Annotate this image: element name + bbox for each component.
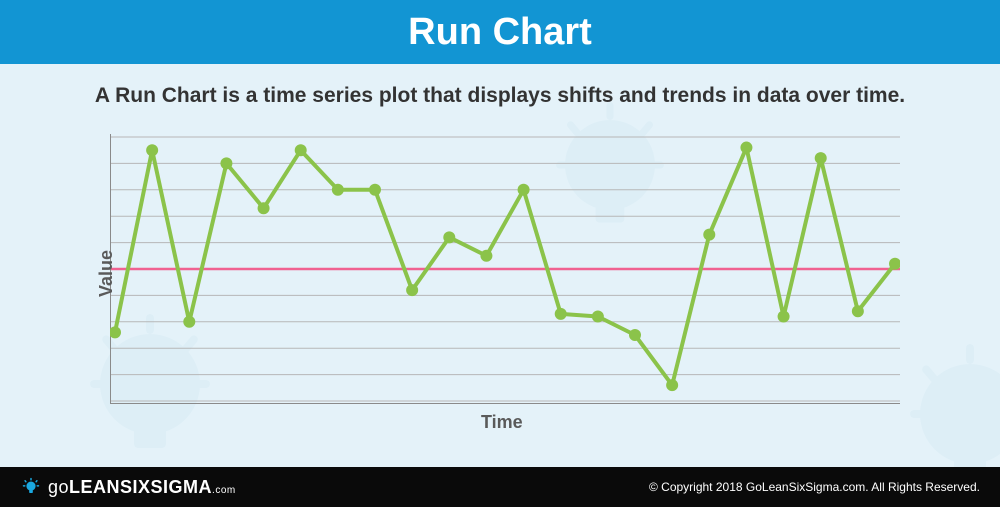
lightbulb-icon [20, 476, 42, 498]
title-bar: Run Chart [0, 0, 1000, 64]
brand-dotcom: .com [212, 485, 236, 496]
brand-lean: LEANSIXSIGMA [69, 477, 212, 497]
subtitle: A Run Chart is a time series plot that d… [0, 84, 1000, 108]
body-area: A Run Chart is a time series plot that d… [0, 64, 1000, 467]
x-axis-label: Time [481, 412, 523, 433]
run-chart [110, 134, 900, 404]
page-title: Run Chart [408, 11, 592, 54]
brand-text: goLEANSIXSIGMA.com [48, 477, 236, 498]
footer-copyright: © Copyright 2018 GoLeanSixSigma.com. All… [649, 480, 980, 494]
chart-area: Value Time [110, 134, 900, 409]
footer-logo: goLEANSIXSIGMA.com [20, 476, 236, 498]
brand-go: go [48, 477, 69, 497]
y-axis-label: Value [96, 250, 117, 297]
footer: goLEANSIXSIGMA.com © Copyright 2018 GoLe… [0, 467, 1000, 507]
subtitle-text: A Run Chart is a time series plot that d… [95, 84, 905, 107]
